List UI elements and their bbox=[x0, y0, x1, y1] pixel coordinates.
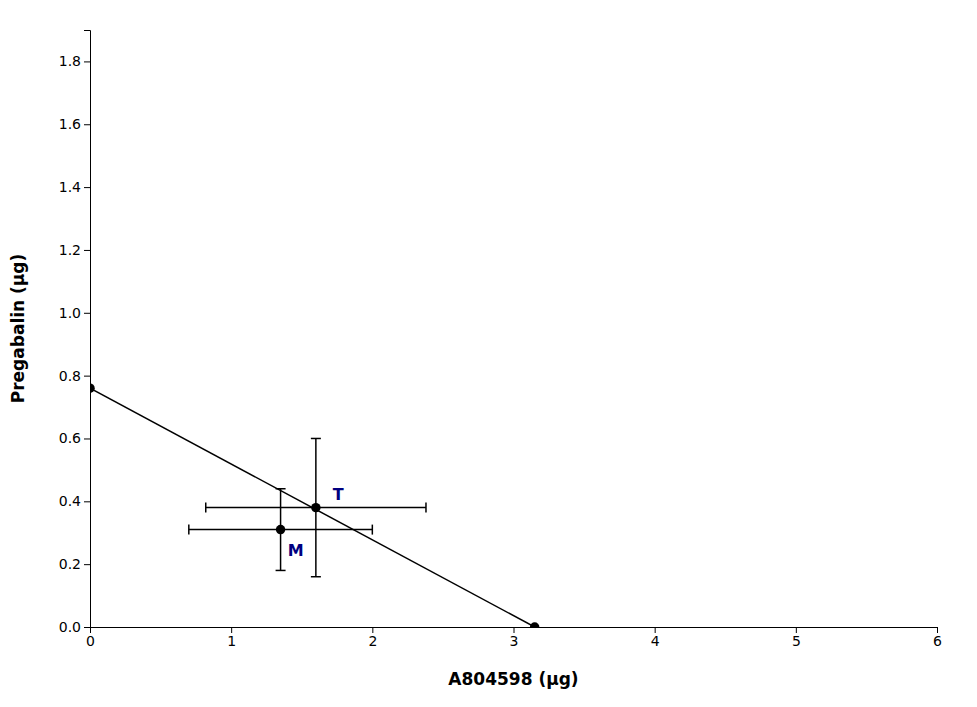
tick-label: 0.8 bbox=[59, 368, 81, 384]
data-point bbox=[276, 525, 285, 534]
tick-label: 0.2 bbox=[59, 556, 81, 572]
tick-mark bbox=[84, 564, 90, 565]
error-cap bbox=[205, 503, 207, 513]
tick-label: 1.4 bbox=[59, 179, 81, 195]
tick-mark bbox=[84, 438, 90, 439]
x-axis-title: A804598 (μg) bbox=[448, 669, 578, 689]
tick: 3 bbox=[510, 627, 519, 649]
tick-label: 1.2 bbox=[59, 242, 81, 258]
tick: 5 bbox=[792, 627, 801, 649]
annotations: MT bbox=[288, 485, 344, 561]
tick-mark bbox=[84, 313, 90, 314]
tick-label: 1.8 bbox=[59, 53, 81, 69]
error-cap bbox=[276, 488, 286, 490]
tick-label: 0.0 bbox=[59, 619, 81, 635]
error-cap bbox=[311, 438, 321, 440]
tick-mark bbox=[84, 627, 90, 628]
chart: 0 1 2 3 4 5 6 0.0 0.2 0.4 0.6 0.8 1.0 1.2 1.4 1.6 1.8 A80… bbox=[0, 0, 977, 707]
tick-label: 0.6 bbox=[59, 430, 81, 446]
error-bars bbox=[189, 489, 373, 571]
tick-mark bbox=[84, 501, 90, 502]
tick: 0.0 bbox=[59, 619, 90, 635]
tick: 0.4 bbox=[59, 493, 90, 509]
y-axis-title: Pregabalin (μg) bbox=[8, 254, 28, 404]
tick: 0.2 bbox=[59, 556, 90, 572]
tick-label: 1 bbox=[227, 633, 236, 649]
tick: 6 bbox=[933, 627, 942, 649]
isobole-line bbox=[90, 388, 535, 627]
error-cap bbox=[276, 570, 286, 572]
error-bars bbox=[206, 438, 426, 576]
y-axis: 0.0 0.2 0.4 0.6 0.8 1.0 1.2 1.4 1.6 1.8 bbox=[59, 31, 91, 635]
plot-area bbox=[90, 383, 539, 627]
error-cap bbox=[188, 525, 190, 535]
tick: 0.8 bbox=[59, 368, 90, 384]
tick: 1.2 bbox=[59, 242, 90, 258]
tick: 1 bbox=[227, 627, 236, 649]
error-cap bbox=[311, 576, 321, 578]
tick-label: 2 bbox=[368, 633, 377, 649]
axis-line bbox=[84, 31, 91, 628]
data-point bbox=[311, 503, 320, 512]
tick-label: 4 bbox=[651, 633, 660, 649]
tick-label: 1.0 bbox=[59, 305, 81, 321]
tick: 1.6 bbox=[59, 116, 90, 132]
data-point bbox=[90, 383, 95, 392]
tick-mark bbox=[84, 376, 90, 377]
tick-label: 0.4 bbox=[59, 493, 81, 509]
tick-label: 6 bbox=[933, 633, 942, 649]
tick-label: 3 bbox=[510, 633, 519, 649]
x-axis: 0 1 2 3 4 5 6 bbox=[86, 627, 942, 649]
data-point bbox=[530, 622, 539, 627]
tick: 2 bbox=[368, 627, 377, 649]
error-cap bbox=[425, 503, 427, 513]
tick: 1.4 bbox=[59, 179, 90, 195]
tick-label: 1.6 bbox=[59, 116, 81, 132]
tick: 0 bbox=[86, 627, 95, 649]
annotation: M bbox=[288, 541, 304, 560]
tick-mark bbox=[84, 61, 90, 62]
error-cap bbox=[372, 525, 374, 535]
tick: 1.0 bbox=[59, 305, 90, 321]
tick-mark bbox=[84, 187, 90, 188]
tick: 0.6 bbox=[59, 430, 90, 446]
tick: 4 bbox=[651, 627, 660, 649]
tick-label: 0 bbox=[86, 633, 95, 649]
annotation: T bbox=[333, 485, 344, 504]
tick-mark bbox=[84, 250, 90, 251]
tick-label: 5 bbox=[792, 633, 801, 649]
tick: 1.8 bbox=[59, 53, 90, 69]
tick-mark bbox=[84, 124, 90, 125]
